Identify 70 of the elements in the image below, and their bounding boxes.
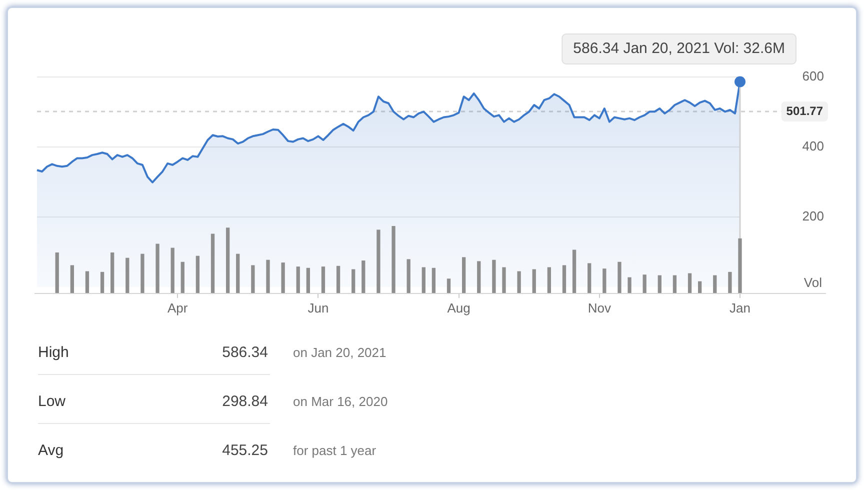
bar xyxy=(532,269,536,293)
bar xyxy=(502,267,506,293)
bar xyxy=(196,256,200,293)
bar xyxy=(321,266,326,293)
bar xyxy=(352,269,356,293)
y-axis-title: Vol xyxy=(804,275,822,290)
x-tick-label: Aug xyxy=(447,300,470,316)
text: High xyxy=(38,344,69,361)
bar xyxy=(547,267,552,293)
bar xyxy=(588,263,592,293)
bar xyxy=(432,268,436,293)
bar xyxy=(210,234,215,293)
bar xyxy=(281,262,285,293)
bar xyxy=(738,238,742,293)
bar xyxy=(226,228,230,293)
bar xyxy=(251,265,255,293)
bar xyxy=(170,248,174,293)
bar xyxy=(70,265,74,293)
text: on Jan 20, 2021 xyxy=(293,345,386,360)
bar xyxy=(236,254,240,293)
annotation: 586.34 Jan 20, 2021 Vol: 32.6M xyxy=(573,40,786,58)
bar xyxy=(306,268,310,293)
bar xyxy=(336,266,340,293)
bar xyxy=(492,260,496,293)
text: 586.34 xyxy=(222,344,268,361)
bar xyxy=(156,244,160,293)
bar xyxy=(180,262,184,293)
bar xyxy=(462,257,466,293)
bar xyxy=(618,262,622,293)
text: Avg xyxy=(38,442,64,459)
ref-line-label: 501.77 xyxy=(786,104,824,118)
bar xyxy=(422,267,426,293)
x-tick-label: Jun xyxy=(308,300,329,316)
bar xyxy=(602,268,606,293)
bar xyxy=(362,260,366,293)
text: 455.25 xyxy=(222,442,268,459)
bar xyxy=(477,261,481,293)
bar xyxy=(446,278,451,293)
bar xyxy=(85,271,90,293)
bar xyxy=(628,277,632,293)
bar xyxy=(713,275,717,293)
bar xyxy=(296,266,300,293)
bar xyxy=(517,271,521,293)
x-tick-label: Jan xyxy=(730,300,750,316)
x-tick-label: Apr xyxy=(167,300,188,316)
y-tick-label: 600 xyxy=(802,68,824,84)
bar xyxy=(376,230,380,293)
y-tick-label: 400 xyxy=(802,138,824,154)
bar xyxy=(562,265,566,293)
bar xyxy=(672,275,677,293)
text: for past 1 year xyxy=(293,443,376,458)
bar xyxy=(126,258,130,293)
bar xyxy=(658,275,662,293)
bar xyxy=(406,259,410,293)
bar xyxy=(688,273,692,293)
bar xyxy=(140,254,144,293)
bar xyxy=(642,274,646,293)
bar xyxy=(100,272,104,293)
x-tick-label: Nov xyxy=(588,300,612,316)
bar xyxy=(110,252,114,293)
bar xyxy=(698,281,702,293)
text: on Mar 16, 2020 xyxy=(293,394,388,409)
bar xyxy=(572,250,576,293)
bar xyxy=(266,260,270,293)
bar xyxy=(728,272,732,293)
y-tick-label: 200 xyxy=(802,208,824,224)
bar xyxy=(55,252,59,293)
bar xyxy=(392,226,396,293)
text: Low xyxy=(38,393,66,410)
text: 298.84 xyxy=(222,393,268,410)
